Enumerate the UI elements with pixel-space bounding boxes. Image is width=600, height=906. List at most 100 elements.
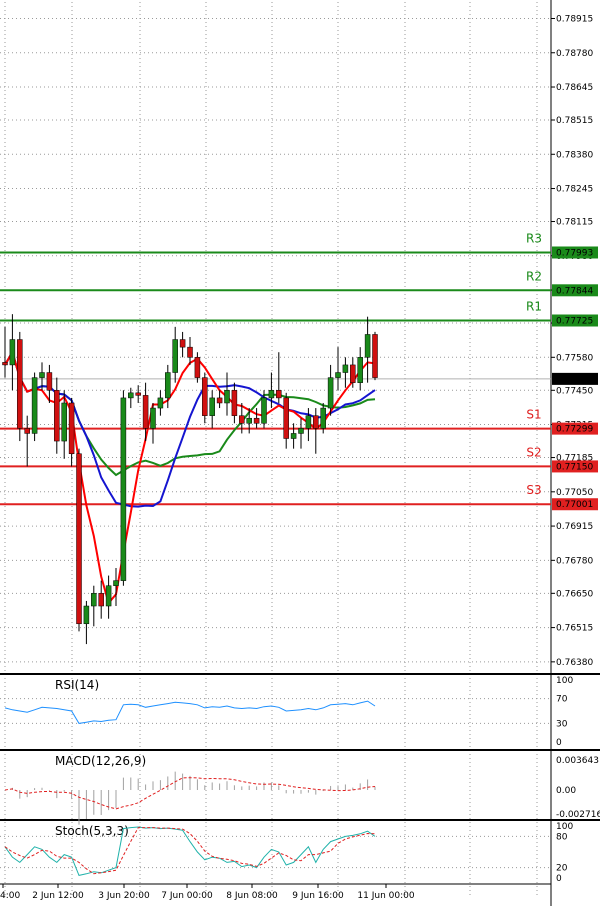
- rsi-label: RSI(14): [55, 678, 99, 692]
- candle-body: [157, 397, 164, 409]
- candle-body: [120, 397, 127, 581]
- stoch-signal-line: [4, 827, 376, 875]
- rsi-line: [4, 700, 376, 724]
- stoch-level-label: 100: [556, 822, 573, 832]
- macd-signal-line: [4, 777, 376, 810]
- macd-tick-label: -0.002716: [556, 810, 600, 820]
- price-grid: [0, 0, 552, 906]
- candle-body: [209, 397, 215, 416]
- level-price-tag-bg: [552, 422, 598, 435]
- candle-body: [150, 407, 156, 429]
- candle-body: [305, 415, 312, 429]
- candle-body: [113, 580, 119, 586]
- level-price-tag-bg: [552, 460, 598, 473]
- candle-body: [83, 605, 90, 625]
- candle-body: [298, 428, 304, 434]
- candle-body: [172, 339, 178, 373]
- candle-body: [268, 390, 275, 399]
- candle-body: [61, 402, 67, 442]
- candle-body: [320, 407, 326, 429]
- price-tick-label: 0.78915: [556, 14, 593, 24]
- time-tick-label: 9 Jun 16:00: [292, 891, 344, 901]
- candle-body: [17, 339, 23, 429]
- price-tick-label: 0.77185: [556, 454, 593, 464]
- candle-body: [364, 334, 371, 358]
- price-tick-label: 0.76650: [556, 589, 593, 599]
- price-tick-label: 0.77050: [556, 488, 593, 498]
- candle-body: [135, 392, 141, 396]
- macd-tick-label: 0.003643: [556, 756, 599, 766]
- candle-body: [76, 453, 82, 625]
- level-price-tag: 0.77001: [556, 500, 593, 510]
- time-tick-label: 7 Jun 00:00: [161, 891, 213, 901]
- price-tick-label: 0.76380: [556, 658, 593, 668]
- candle-body: [313, 415, 319, 429]
- candle-body: [68, 402, 75, 454]
- candle-body: [2, 362, 8, 366]
- ma-green-line: [4, 349, 376, 477]
- support-resistance-levels: R3 R2 R1 S1 S2 S3: [0, 231, 551, 506]
- candle-body: [290, 433, 297, 439]
- macd-tick-label: 0.00: [556, 786, 576, 796]
- price-tick-label: 0.78780: [556, 49, 593, 59]
- candle-body: [239, 415, 245, 424]
- candle-body: [246, 417, 252, 424]
- stoch-level-label: 80: [556, 832, 568, 842]
- candle-body: [91, 593, 97, 607]
- level-price-tag: 0.77150: [556, 462, 593, 472]
- level-price-tag-bg: [552, 498, 598, 511]
- level-name-r3: R3: [526, 231, 542, 245]
- time-tick-label: 2 Jun 12:00: [32, 891, 84, 901]
- price-tick-label: 0.76780: [556, 556, 593, 566]
- current-price-tag: 0.77495: [556, 375, 593, 385]
- price-tick-label: 0.78515: [556, 116, 593, 126]
- candle-body: [276, 390, 282, 399]
- level-name-s3: S3: [526, 483, 541, 497]
- price-tick-label: 0.78645: [556, 83, 593, 93]
- candle-body: [350, 364, 356, 383]
- current-price-tag-bg: [552, 372, 598, 385]
- stoch-level-label: 20: [556, 864, 568, 874]
- candle-body: [54, 390, 60, 442]
- rsi-level-label: 70: [556, 695, 568, 705]
- candle-body: [216, 397, 223, 404]
- candle-body: [105, 585, 112, 607]
- candle-body: [261, 397, 267, 424]
- stoch-main-line: [4, 826, 376, 876]
- candle-body: [194, 357, 201, 378]
- level-price-tag: 0.77299: [556, 425, 593, 435]
- candle-body: [24, 428, 30, 434]
- candle-body: [31, 377, 38, 434]
- level-name-s1: S1: [526, 408, 541, 422]
- stoch-label: Stoch(5,3,3): [55, 824, 129, 838]
- rsi-level-label: 30: [556, 719, 568, 729]
- stoch-level-label: 0: [556, 874, 562, 884]
- candle-body: [283, 397, 289, 439]
- level-price-tag: 0.77844: [556, 286, 593, 296]
- rsi-level-label: 100: [556, 676, 573, 686]
- candle-body: [224, 390, 230, 404]
- candle-body: [357, 357, 363, 383]
- candle-body: [98, 593, 104, 607]
- candle-body: [342, 364, 349, 373]
- candle-body: [9, 339, 16, 366]
- candle-body: [372, 334, 378, 378]
- level-price-tag-bg: [552, 246, 598, 259]
- candle-body: [128, 392, 134, 399]
- time-axis: 4:00 2 Jun 12:00 3 Jun 20:00 7 Jun 00:00 8 J…: [0, 884, 415, 901]
- price-tick-label: 0.78115: [556, 218, 593, 228]
- price-tick-label: 0.78245: [556, 185, 593, 195]
- candle-body: [202, 377, 208, 416]
- candle-body: [39, 372, 45, 378]
- price-tick-label: 0.76915: [556, 522, 593, 532]
- price-tick-label: 0.78380: [556, 150, 593, 160]
- level-name-r1: R1: [526, 300, 542, 314]
- candle-body: [142, 395, 149, 429]
- indicator-panes: RSI(14) 100 70 30 0 MACD(12,26,9) 0.003643 0.00…: [0, 673, 600, 885]
- level-price-tag-bg: [552, 284, 598, 297]
- level-price-tag: 0.77725: [556, 317, 593, 327]
- level-name-r2: R2: [526, 269, 542, 283]
- price-tick-label: 0.77580: [556, 353, 593, 363]
- candle-body: [253, 417, 260, 424]
